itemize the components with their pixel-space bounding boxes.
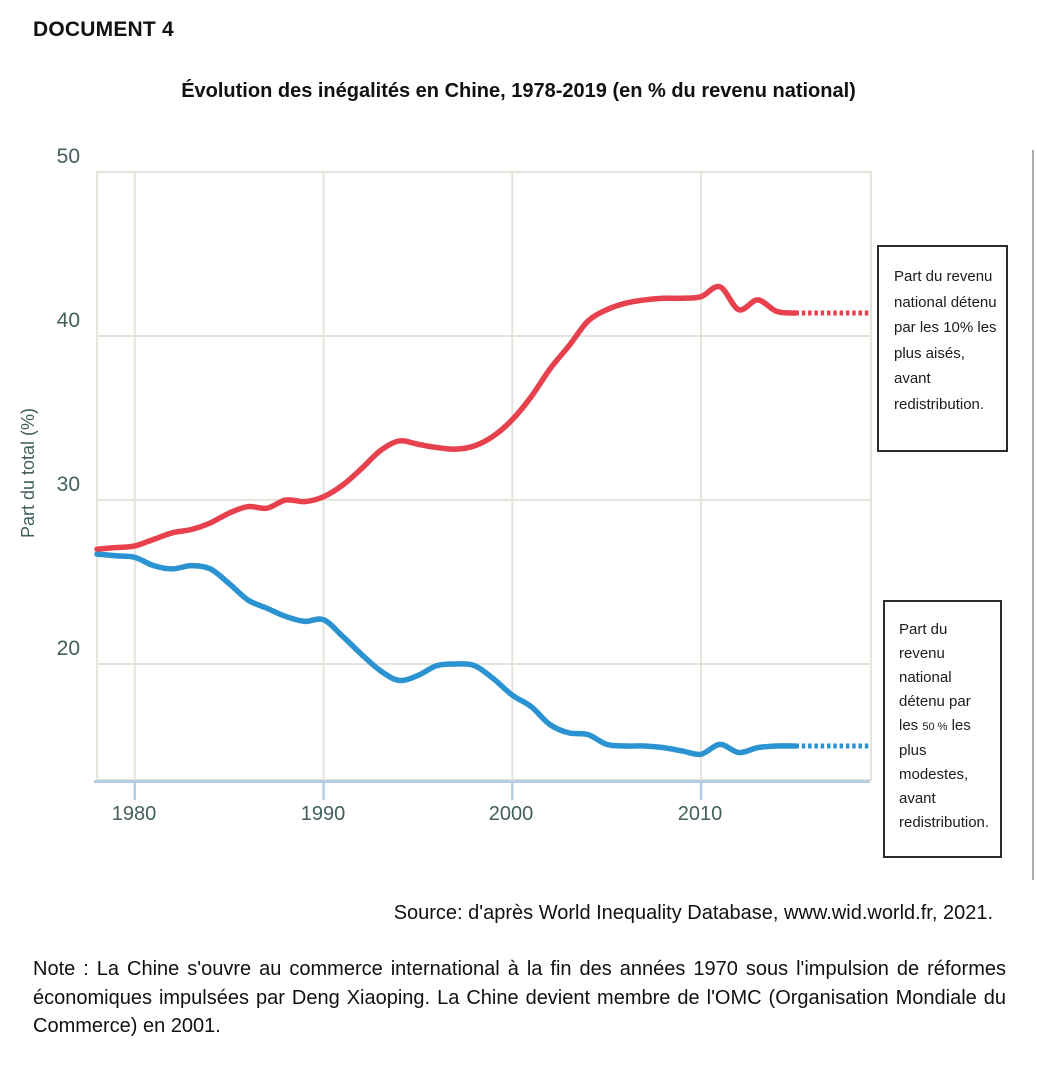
y-tick-label-40: 40: [56, 309, 80, 332]
callout-top10-box: Part du revenu national détenu par les 1…: [877, 245, 1008, 452]
y-tick-label-20: 20: [56, 637, 80, 660]
x-tick-label-2010: 2010: [677, 803, 723, 825]
y-tick-label-30: 30: [56, 473, 80, 496]
callout-bottom50-box: Part du revenu national détenu par les 5…: [883, 600, 1002, 858]
x-tick-label-2000: 2000: [488, 803, 534, 825]
y-tick-label-50: 50: [56, 145, 80, 168]
callout-top10-text: Part du revenu national détenu par les 1…: [894, 268, 997, 413]
callout-bottom50-text-part1: Part du revenu national détenu par les: [899, 621, 971, 734]
page-edge-line: [1032, 150, 1034, 880]
x-tick-label-1980: 1980: [111, 803, 157, 825]
chart-title: Évolution des inégalités en Chine, 1978-…: [181, 80, 856, 102]
callout-bottom50-text-small: 50 %: [922, 721, 948, 733]
source-caption: Source: d'après World Inequality Databas…: [393, 902, 993, 924]
callout-bottom50-text-part2: les plus modestes, avant redistribution.: [899, 717, 990, 831]
note-text: Note : La Chine s'ouvre au commerce inte…: [33, 958, 1006, 1037]
document-label: DOCUMENT 4: [33, 18, 174, 41]
x-tick-label-1990: 1990: [300, 803, 346, 825]
